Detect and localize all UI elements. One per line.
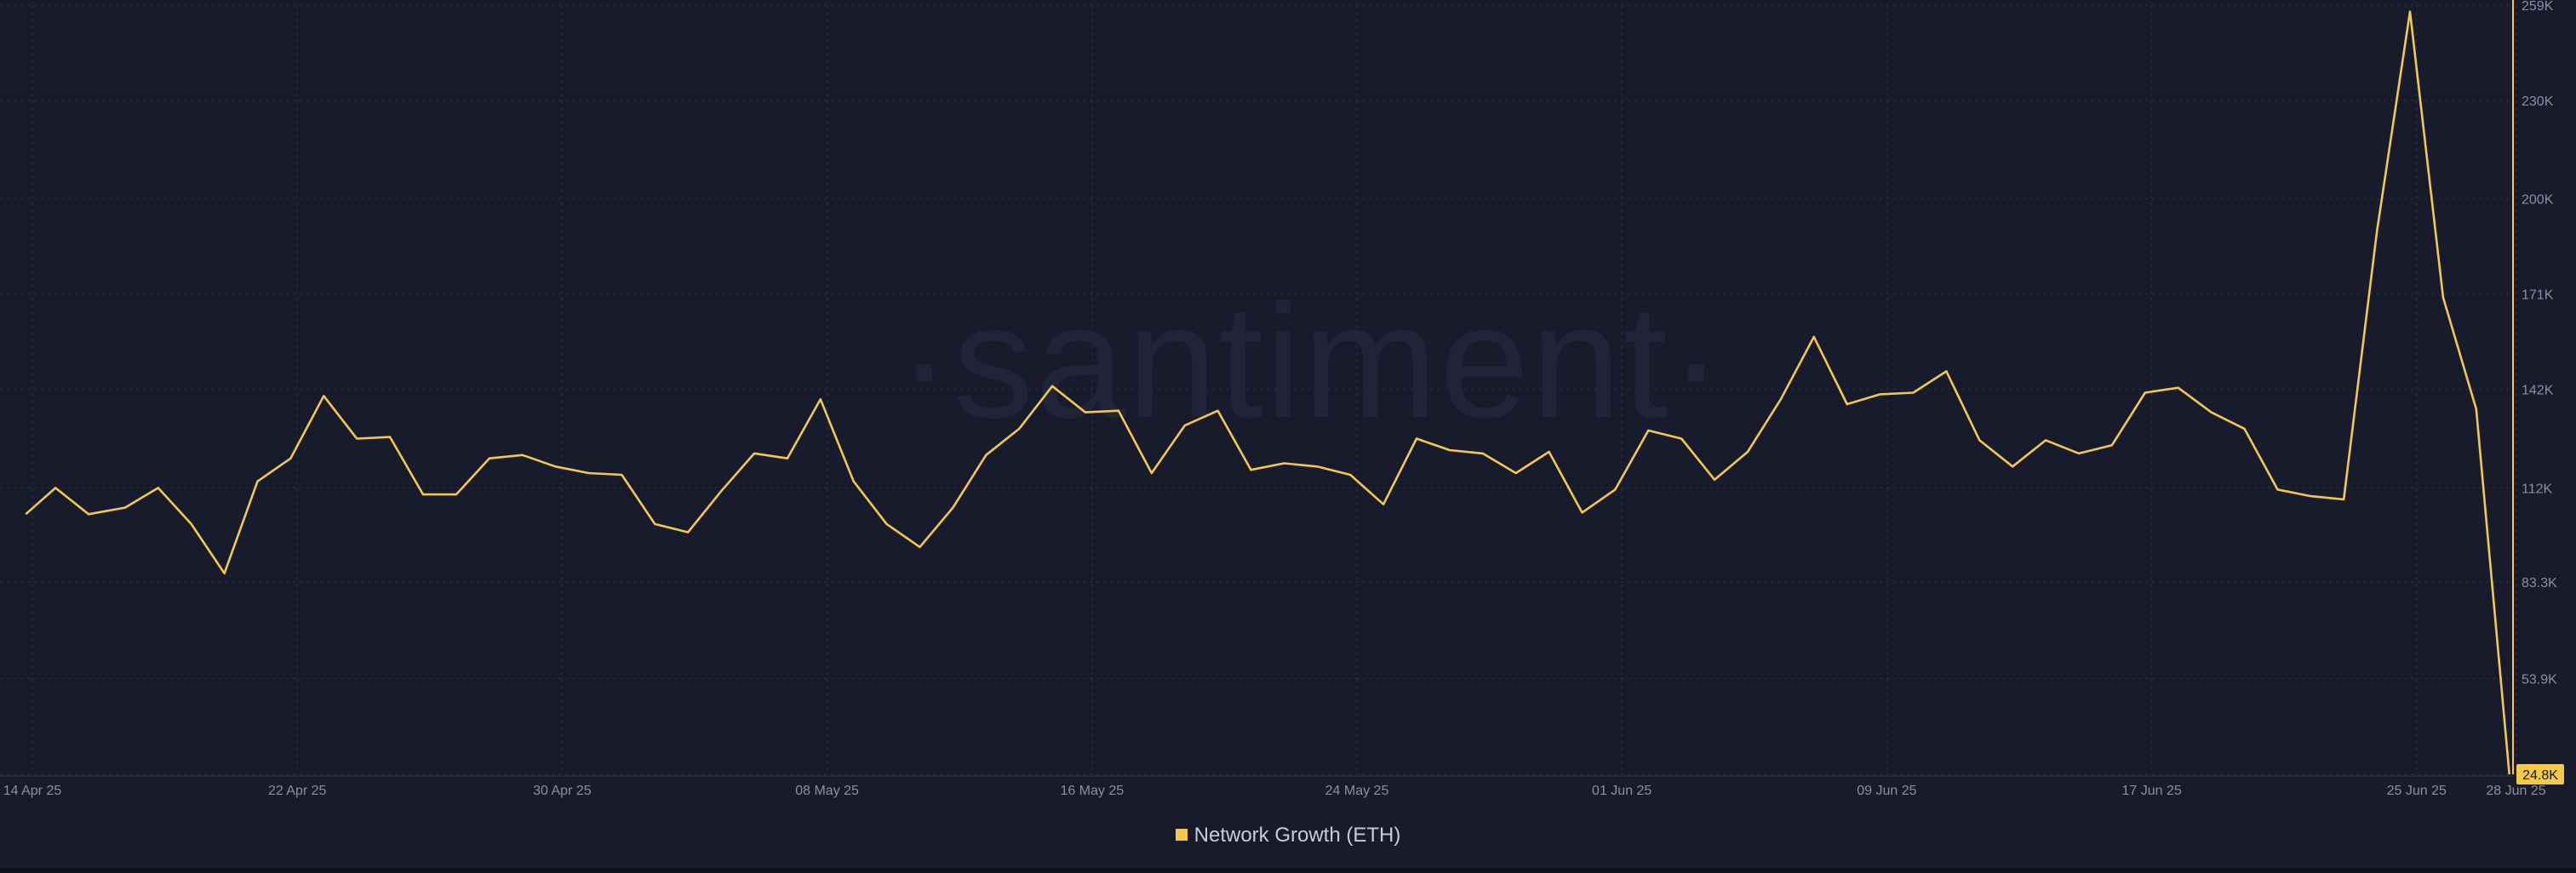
y-tick-label: 230K xyxy=(2522,94,2554,109)
series-layer xyxy=(25,10,2510,775)
y-tick-label: 171K xyxy=(2522,288,2554,303)
santiment-watermark: ·santiment· xyxy=(897,271,1725,452)
legend-swatch xyxy=(1175,828,1188,841)
legend-label: Network Growth (ETH) xyxy=(1194,824,1401,847)
grid-lines xyxy=(0,4,2517,775)
y-tick-label: 200K xyxy=(2522,193,2554,208)
x-tick-label: 25 Jun 25 xyxy=(2387,784,2447,798)
y-tick-label: 53.9K xyxy=(2522,673,2557,688)
last-value-badge xyxy=(2516,764,2564,785)
y-tick-label: 259K xyxy=(2522,0,2554,14)
y-tick-label: 83.3K xyxy=(2522,576,2557,591)
legend[interactable]: Network Growth (ETH) xyxy=(0,824,2576,847)
x-tick-label: 08 May 25 xyxy=(795,784,859,798)
axis-layer: 53.9K 83.3K 112K 142K 171K 200K 230K 259K 14 Apr… xyxy=(0,0,2564,798)
x-tick-label: 14 Apr 25 xyxy=(3,784,62,798)
x-tick-label: 24 May 25 xyxy=(1325,784,1389,798)
series-line-0 xyxy=(25,10,2510,775)
last-value-label: 24.8K xyxy=(2522,768,2558,783)
x-tick-label: 17 Jun 25 xyxy=(2121,784,2181,798)
x-tick-label: 09 Jun 25 xyxy=(1857,784,1916,798)
y-tick-label: 142K xyxy=(2522,384,2554,398)
x-tick-label: 22 Apr 25 xyxy=(268,784,327,798)
x-tick-label: 30 Apr 25 xyxy=(533,784,592,798)
x-tick-label: 01 Jun 25 xyxy=(1592,784,1652,798)
x-tick-label: 16 May 25 xyxy=(1060,784,1124,798)
y-tick-label: 112K xyxy=(2522,482,2553,496)
bottom-edge xyxy=(0,868,2576,873)
x-tick-label: 28 Jun 25 xyxy=(2486,784,2545,798)
